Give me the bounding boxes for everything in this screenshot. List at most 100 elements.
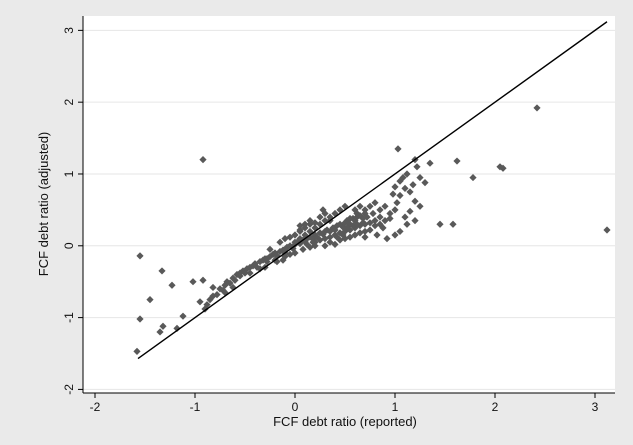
data-point (353, 209, 361, 218)
data-point (391, 183, 399, 191)
data-point (173, 324, 181, 332)
y-tick-label: -1 (62, 312, 76, 323)
data-point (319, 206, 327, 214)
data-point (201, 305, 209, 313)
data-point (449, 220, 457, 228)
data-point (159, 322, 167, 330)
data-point (279, 256, 287, 264)
data-point (168, 281, 176, 289)
data-point (426, 159, 434, 167)
data-point (296, 226, 304, 234)
data-point (366, 202, 374, 210)
data-point (406, 188, 414, 196)
data-point (333, 233, 341, 241)
axes (82, 16, 615, 394)
data-point (389, 190, 397, 198)
data-point (209, 283, 217, 292)
data-point (241, 269, 249, 277)
data-point (331, 240, 339, 248)
data-point (356, 202, 364, 210)
data-point (453, 157, 461, 165)
data-point (376, 206, 384, 214)
data-point (303, 240, 311, 248)
y-tick-label: 3 (62, 27, 76, 34)
data-point (316, 213, 324, 221)
data-point (406, 207, 414, 215)
data-point (246, 263, 254, 271)
data-point (291, 231, 299, 239)
data-point (399, 173, 407, 182)
gridlines (83, 29, 615, 390)
data-point (276, 238, 284, 246)
reference-line (137, 21, 608, 360)
data-point (136, 315, 144, 323)
data-point (359, 219, 367, 227)
x-tick-label: 0 (292, 400, 299, 414)
data-point (366, 226, 374, 234)
data-point (306, 217, 314, 225)
data-point (391, 231, 399, 239)
y-ticks: -2 -1 0 1 2 3 (62, 27, 83, 395)
data-point (361, 206, 369, 214)
data-point (533, 104, 541, 112)
data-point (203, 301, 211, 309)
data-point (339, 231, 347, 239)
data-point (231, 276, 239, 284)
data-point (391, 206, 399, 214)
data-point (436, 220, 444, 228)
data-point (263, 255, 271, 263)
data-point (411, 197, 419, 205)
data-point (369, 209, 377, 218)
x-tick-label: 3 (592, 400, 599, 414)
data-point (343, 224, 351, 232)
data-point (179, 312, 187, 320)
x-ticks: -2 -1 0 1 2 3 (90, 393, 599, 414)
data-point (396, 191, 404, 200)
data-point (286, 250, 294, 259)
data-point (381, 202, 389, 210)
data-point (236, 269, 244, 277)
data-point (349, 222, 357, 230)
data-point (401, 213, 409, 221)
data-point (363, 213, 371, 221)
x-axis-title: FCF debt ratio (reported) (273, 414, 417, 429)
data-point (361, 233, 369, 241)
data-point (413, 163, 421, 171)
data-point (246, 269, 254, 277)
data-point (371, 217, 379, 225)
data-point (394, 145, 402, 153)
data-point (373, 231, 381, 239)
data-point (383, 235, 391, 243)
data-point (411, 217, 419, 225)
data-point (216, 285, 224, 293)
data-point (421, 178, 429, 187)
x-tick-label: -1 (190, 400, 201, 414)
data-point (386, 209, 394, 218)
data-point (296, 222, 304, 230)
data-point (376, 213, 384, 221)
data-point (146, 296, 154, 304)
data-point (158, 267, 166, 275)
data-point (396, 227, 404, 236)
data-point (403, 220, 411, 228)
data-point (213, 291, 221, 299)
data-point (403, 170, 411, 178)
data-point (379, 224, 387, 232)
data-point (199, 156, 207, 164)
data-point (409, 181, 417, 189)
data-point (386, 214, 394, 223)
data-point (256, 265, 264, 273)
data-point (189, 278, 197, 286)
data-point (499, 164, 507, 172)
data-point (401, 184, 409, 192)
data-point (309, 238, 317, 246)
x-tick-label: -2 (90, 400, 101, 414)
data-point (346, 214, 354, 223)
data-point (416, 173, 424, 182)
data-point (196, 298, 204, 306)
data-point (156, 328, 164, 336)
y-axis-title: FCF debt ratio (adjusted) (36, 132, 51, 277)
y-tick-label: 2 (62, 99, 76, 106)
data-point (206, 296, 214, 304)
